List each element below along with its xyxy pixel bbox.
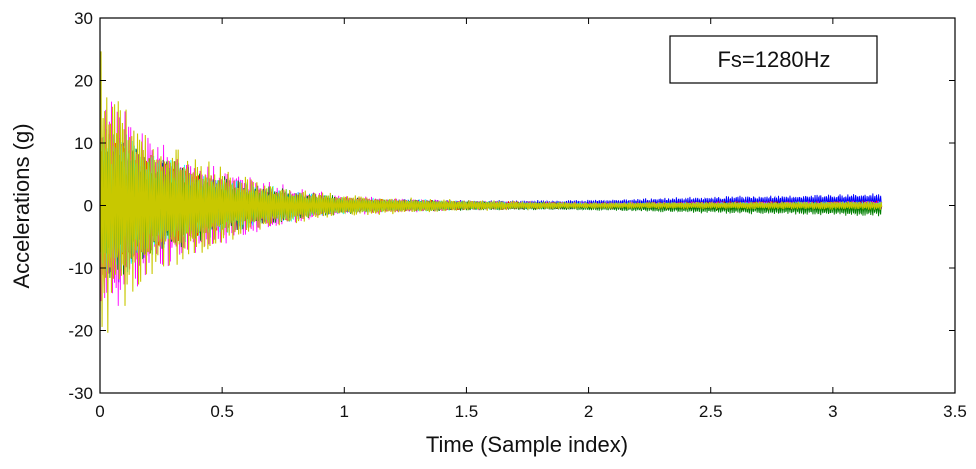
y-tick-label: 0 — [84, 197, 93, 216]
x-tick-label: 1.5 — [455, 402, 479, 421]
y-tick-label: 30 — [74, 9, 93, 28]
annotation-box: Fs=1280Hz — [669, 35, 878, 84]
ticks-layer — [99, 17, 956, 394]
x-tick-label: 1 — [340, 402, 349, 421]
x-tick-label: 2.5 — [699, 402, 723, 421]
x-axis-label: Time (Sample index) — [426, 432, 628, 457]
x-tick-label: 0 — [95, 402, 104, 421]
y-axis-label: Accelerations (g) — [9, 123, 34, 288]
y-tick-label: 10 — [74, 134, 93, 153]
x-tick-label: 3.5 — [943, 402, 967, 421]
x-tick-label: 0.5 — [210, 402, 234, 421]
x-tick-label: 2 — [584, 402, 593, 421]
annotation-frame — [669, 35, 878, 84]
y-tick-label: -10 — [68, 259, 93, 278]
annotation-text: Fs=1280Hz — [717, 47, 830, 72]
tick-labels-layer: 0 0.5 1 1.5 2 2.5 3 3.5 -30 -20 -10 0 10 20 30 — [68, 9, 966, 421]
x-tick-label: 3 — [828, 402, 837, 421]
y-tick-label: 20 — [74, 72, 93, 91]
series-layer — [100, 51, 883, 333]
y-tick-label: -30 — [68, 384, 93, 403]
series-line-6 — [100, 51, 883, 333]
y-tick-label: -20 — [68, 322, 93, 341]
